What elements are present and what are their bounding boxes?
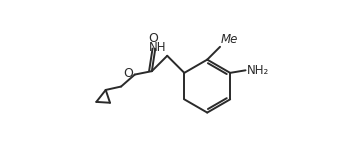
Text: Me: Me [221, 33, 238, 46]
Text: NH₂: NH₂ [247, 64, 269, 77]
Text: O: O [149, 32, 159, 45]
Text: NH: NH [149, 41, 166, 54]
Text: O: O [123, 67, 133, 80]
